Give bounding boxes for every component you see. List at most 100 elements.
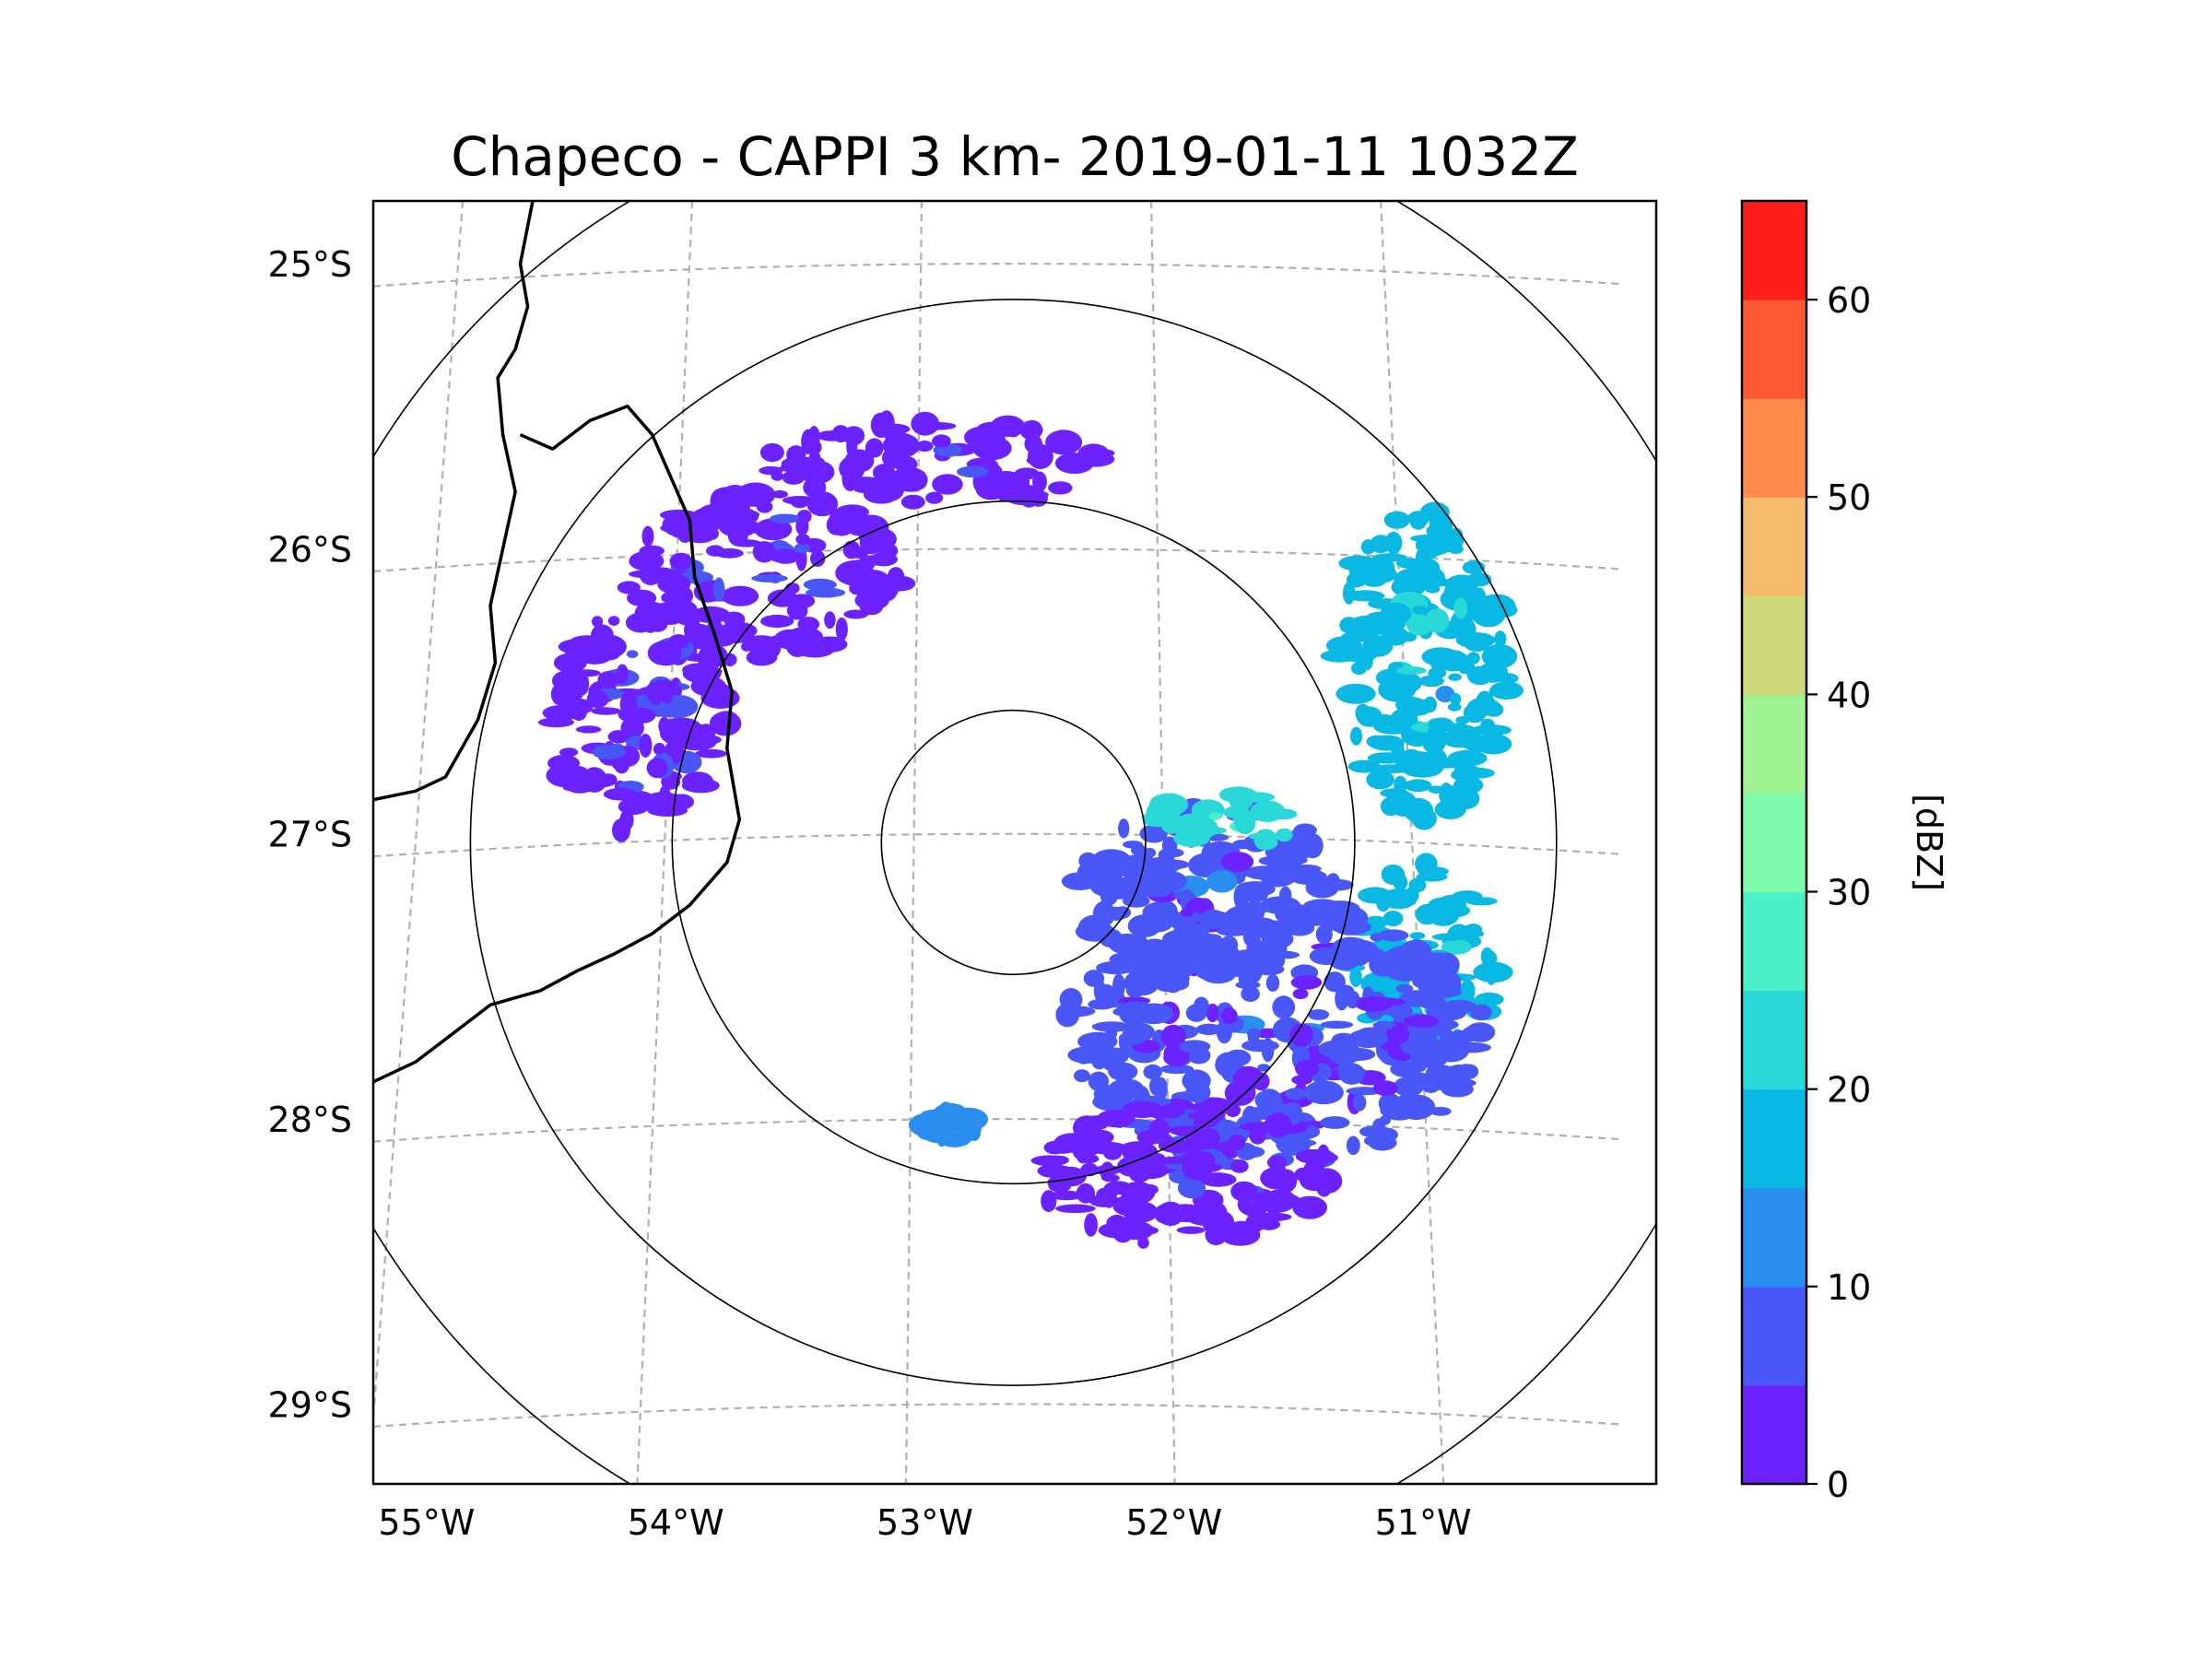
echo-pixel: [1275, 828, 1293, 842]
x-tick-label: 52°W: [1125, 1502, 1222, 1543]
echo-pixel: [696, 503, 735, 530]
echo-pixel: [806, 439, 822, 455]
y-tick-label: 26°S: [268, 529, 352, 570]
echo-pixel: [1149, 1076, 1164, 1096]
echo-pixel: [1430, 655, 1453, 672]
echo-pixel: [559, 747, 579, 757]
echo-pixel: [1054, 453, 1094, 475]
echo-pixel: [1430, 1106, 1452, 1116]
echo-pixel: [1177, 1177, 1206, 1199]
echo-pixel: [669, 552, 693, 571]
echo-pixel: [1257, 1064, 1270, 1072]
echo-pixel: [845, 559, 872, 582]
echo-pixel: [1083, 1115, 1110, 1131]
echo-pixel: [1128, 877, 1163, 898]
echo-pixel: [1209, 937, 1227, 950]
meridian-line: [373, 201, 465, 1433]
echo-pixel: [1315, 924, 1333, 945]
echo-pixel: [1426, 898, 1453, 919]
echo-pixel: [1179, 1040, 1211, 1053]
echo-pixel: [880, 477, 917, 490]
echo-pixel: [1471, 724, 1512, 736]
echo-pixel: [1380, 788, 1409, 798]
echo-pixel: [1176, 1226, 1206, 1234]
echo-pixel: [1143, 1064, 1162, 1080]
echo-pixel: [1474, 992, 1504, 1006]
echo-pixel: [723, 611, 746, 628]
echo-pixel: [920, 422, 957, 430]
echo-pixel: [1272, 995, 1296, 1019]
echo-pixel: [626, 650, 639, 658]
echo-pixel: [760, 614, 794, 629]
echo-pixel: [537, 717, 574, 728]
echo-pixel: [1439, 784, 1476, 807]
echo-pixel: [706, 545, 724, 557]
echo-region-northeast-cell: [1320, 501, 1524, 830]
echo-pixel: [870, 412, 891, 438]
echo-pixel: [1397, 748, 1425, 773]
echo-pixel: [1433, 1072, 1458, 1086]
echo-pixel: [1118, 1031, 1146, 1045]
echo-pixel: [603, 787, 639, 801]
colorbar-band: [1742, 595, 1806, 695]
echo-pixel: [967, 1125, 981, 1141]
echo-region-east-inner: [1061, 798, 1360, 981]
echo-pixel: [1381, 626, 1409, 646]
echo-pixel: [1324, 971, 1346, 993]
y-tick-label: 29°S: [268, 1384, 352, 1425]
echo-pixel: [839, 455, 865, 481]
echo-pixel: [1088, 1194, 1120, 1207]
echo-pixel: [1180, 908, 1194, 917]
echo-pixel: [932, 434, 951, 448]
echo-pixel: [1159, 799, 1172, 810]
echo-pixel: [1092, 900, 1115, 927]
echo-pixel: [1169, 877, 1185, 888]
echo-pixel: [1372, 1118, 1385, 1135]
x-tick-label: 53°W: [877, 1502, 973, 1543]
echo-pixel: [1284, 838, 1317, 859]
echo-pixel: [1055, 1204, 1096, 1214]
echo-pixel: [795, 534, 811, 546]
echo-pixel: [1148, 857, 1176, 877]
echo-pixel: [1206, 1003, 1219, 1023]
echo-pixel: [794, 640, 835, 658]
echo-region-southwest-spot: [908, 1101, 989, 1147]
echo-pixel: [1198, 948, 1219, 972]
echo-pixel: [1041, 1190, 1057, 1213]
echo-pixel: [1186, 1162, 1222, 1173]
paraguay-argentina-border: [373, 201, 535, 802]
y-tick-label: 27°S: [268, 815, 352, 855]
colorbar-tick-label: 40: [1827, 675, 1871, 715]
echo-pixel: [592, 744, 626, 760]
echo-pixel: [1108, 1062, 1138, 1081]
echo-pixel: [1464, 924, 1483, 936]
echo-pixel: [751, 574, 788, 582]
echo-pixel: [1393, 571, 1414, 582]
echo-region-south-cluster: [1030, 1100, 1343, 1249]
echo-pixel: [900, 494, 925, 510]
echo-pixel: [872, 464, 896, 482]
echo-pixel: [661, 692, 673, 704]
echo-pixel: [1225, 1103, 1241, 1117]
colorbar-bands: [1742, 201, 1806, 1485]
echo-pixel: [1235, 881, 1276, 898]
echo-pixel: [1417, 971, 1442, 996]
parallel-line: [373, 1117, 1619, 1143]
colorbar-band: [1742, 694, 1806, 794]
echo-pixel: [600, 773, 618, 786]
echo-pixel: [865, 486, 879, 500]
echo-pixel: [1170, 949, 1204, 975]
echo-pixel: [1453, 764, 1479, 774]
echo-pixel: [1447, 972, 1462, 995]
echo-pixel: [1260, 1167, 1293, 1190]
echo-pixel: [575, 671, 590, 696]
echo-pixel: [653, 743, 666, 756]
echo-pixel: [1292, 1195, 1328, 1219]
echo-pixel: [1450, 692, 1462, 706]
echo-pixel: [1230, 1181, 1258, 1202]
echo-pixel: [795, 516, 809, 536]
echo-pixel: [1161, 836, 1178, 854]
echo-pixel: [1473, 961, 1513, 983]
echo-pixel: [1320, 1020, 1354, 1030]
